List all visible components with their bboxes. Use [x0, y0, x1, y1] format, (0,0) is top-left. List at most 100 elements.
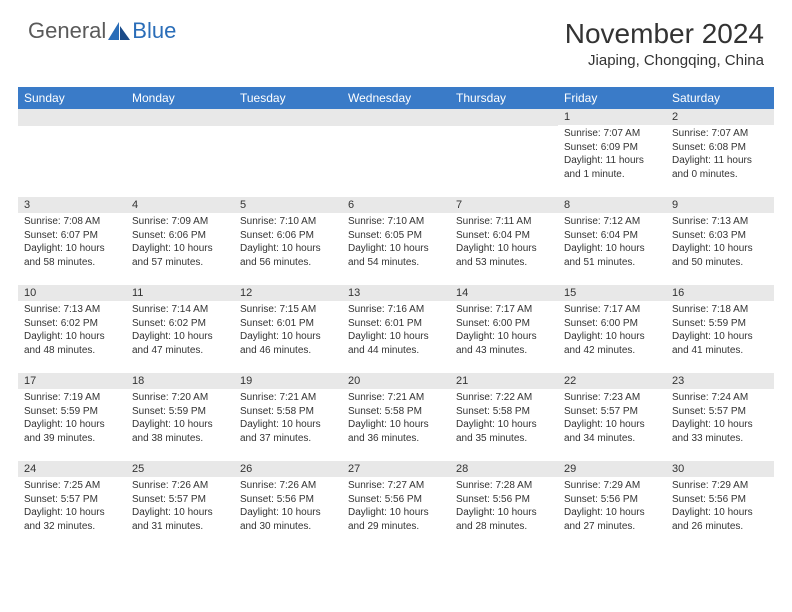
- day-info: Sunrise: 7:11 AMSunset: 6:04 PMDaylight:…: [450, 213, 558, 273]
- day-header-row: SundayMondayTuesdayWednesdayThursdayFrid…: [18, 87, 774, 109]
- day-info: Sunrise: 7:23 AMSunset: 5:57 PMDaylight:…: [558, 389, 666, 449]
- day-number: 30: [666, 461, 774, 477]
- daylight-text: Daylight: 10 hours and 38 minutes.: [132, 418, 228, 445]
- day-cell: [450, 109, 558, 197]
- empty-daynum: [126, 109, 234, 126]
- day-header: Friday: [558, 87, 666, 109]
- sunrise-text: Sunrise: 7:23 AM: [564, 391, 660, 405]
- sunset-text: Sunset: 6:05 PM: [348, 229, 444, 243]
- sunset-text: Sunset: 5:59 PM: [672, 317, 768, 331]
- page-header: General Blue November 2024 Jiaping, Chon…: [0, 0, 792, 73]
- sunset-text: Sunset: 6:03 PM: [672, 229, 768, 243]
- sunset-text: Sunset: 5:59 PM: [24, 405, 120, 419]
- sunset-text: Sunset: 5:57 PM: [672, 405, 768, 419]
- sunrise-text: Sunrise: 7:12 AM: [564, 215, 660, 229]
- sunset-text: Sunset: 5:58 PM: [348, 405, 444, 419]
- daylight-text: Daylight: 10 hours and 34 minutes.: [564, 418, 660, 445]
- day-cell: 4Sunrise: 7:09 AMSunset: 6:06 PMDaylight…: [126, 197, 234, 285]
- daylight-text: Daylight: 10 hours and 39 minutes.: [24, 418, 120, 445]
- daylight-text: Daylight: 10 hours and 35 minutes.: [456, 418, 552, 445]
- day-cell: 22Sunrise: 7:23 AMSunset: 5:57 PMDayligh…: [558, 373, 666, 461]
- daylight-text: Daylight: 10 hours and 53 minutes.: [456, 242, 552, 269]
- day-number: 25: [126, 461, 234, 477]
- month-title: November 2024: [565, 18, 764, 50]
- day-header: Saturday: [666, 87, 774, 109]
- sunrise-text: Sunrise: 7:16 AM: [348, 303, 444, 317]
- sunset-text: Sunset: 5:59 PM: [132, 405, 228, 419]
- daylight-text: Daylight: 10 hours and 54 minutes.: [348, 242, 444, 269]
- sunset-text: Sunset: 6:07 PM: [24, 229, 120, 243]
- sunset-text: Sunset: 5:58 PM: [456, 405, 552, 419]
- day-info: Sunrise: 7:26 AMSunset: 5:56 PMDaylight:…: [234, 477, 342, 537]
- daylight-text: Daylight: 10 hours and 46 minutes.: [240, 330, 336, 357]
- day-cell: 23Sunrise: 7:24 AMSunset: 5:57 PMDayligh…: [666, 373, 774, 461]
- daylight-text: Daylight: 10 hours and 44 minutes.: [348, 330, 444, 357]
- empty-daynum: [234, 109, 342, 126]
- day-cell: 15Sunrise: 7:17 AMSunset: 6:00 PMDayligh…: [558, 285, 666, 373]
- sunset-text: Sunset: 6:08 PM: [672, 141, 768, 155]
- week-row: 3Sunrise: 7:08 AMSunset: 6:07 PMDaylight…: [18, 197, 774, 285]
- sunset-text: Sunset: 6:00 PM: [456, 317, 552, 331]
- sunrise-text: Sunrise: 7:13 AM: [24, 303, 120, 317]
- day-number: 27: [342, 461, 450, 477]
- logo-sail-icon: [108, 22, 130, 40]
- sunrise-text: Sunrise: 7:10 AM: [240, 215, 336, 229]
- day-header: Monday: [126, 87, 234, 109]
- daylight-text: Daylight: 10 hours and 30 minutes.: [240, 506, 336, 533]
- sunrise-text: Sunrise: 7:27 AM: [348, 479, 444, 493]
- day-cell: 5Sunrise: 7:10 AMSunset: 6:06 PMDaylight…: [234, 197, 342, 285]
- day-info: Sunrise: 7:17 AMSunset: 6:00 PMDaylight:…: [558, 301, 666, 361]
- day-cell: 9Sunrise: 7:13 AMSunset: 6:03 PMDaylight…: [666, 197, 774, 285]
- day-info: Sunrise: 7:14 AMSunset: 6:02 PMDaylight:…: [126, 301, 234, 361]
- logo-text-general: General: [28, 18, 106, 44]
- day-info: Sunrise: 7:16 AMSunset: 6:01 PMDaylight:…: [342, 301, 450, 361]
- day-number: 5: [234, 197, 342, 213]
- day-number: 21: [450, 373, 558, 389]
- sunrise-text: Sunrise: 7:15 AM: [240, 303, 336, 317]
- sunrise-text: Sunrise: 7:21 AM: [348, 391, 444, 405]
- empty-daynum: [342, 109, 450, 126]
- day-info: Sunrise: 7:20 AMSunset: 5:59 PMDaylight:…: [126, 389, 234, 449]
- daylight-text: Daylight: 10 hours and 28 minutes.: [456, 506, 552, 533]
- sunrise-text: Sunrise: 7:20 AM: [132, 391, 228, 405]
- sunrise-text: Sunrise: 7:17 AM: [456, 303, 552, 317]
- day-number: 28: [450, 461, 558, 477]
- day-number: 17: [18, 373, 126, 389]
- day-info: Sunrise: 7:10 AMSunset: 6:06 PMDaylight:…: [234, 213, 342, 273]
- day-number: 9: [666, 197, 774, 213]
- day-number: 19: [234, 373, 342, 389]
- daylight-text: Daylight: 11 hours and 0 minutes.: [672, 154, 768, 181]
- day-info: Sunrise: 7:21 AMSunset: 5:58 PMDaylight:…: [234, 389, 342, 449]
- sunrise-text: Sunrise: 7:09 AM: [132, 215, 228, 229]
- sunrise-text: Sunrise: 7:07 AM: [672, 127, 768, 141]
- sunset-text: Sunset: 5:56 PM: [564, 493, 660, 507]
- sunrise-text: Sunrise: 7:17 AM: [564, 303, 660, 317]
- sunset-text: Sunset: 5:57 PM: [132, 493, 228, 507]
- day-cell: 16Sunrise: 7:18 AMSunset: 5:59 PMDayligh…: [666, 285, 774, 373]
- day-header: Wednesday: [342, 87, 450, 109]
- sunset-text: Sunset: 6:02 PM: [24, 317, 120, 331]
- day-info: Sunrise: 7:13 AMSunset: 6:02 PMDaylight:…: [18, 301, 126, 361]
- day-number: 16: [666, 285, 774, 301]
- day-number: 10: [18, 285, 126, 301]
- day-cell: 14Sunrise: 7:17 AMSunset: 6:00 PMDayligh…: [450, 285, 558, 373]
- sunrise-text: Sunrise: 7:19 AM: [24, 391, 120, 405]
- day-cell: 8Sunrise: 7:12 AMSunset: 6:04 PMDaylight…: [558, 197, 666, 285]
- day-number: 26: [234, 461, 342, 477]
- empty-daynum: [450, 109, 558, 126]
- title-block: November 2024 Jiaping, Chongqing, China: [565, 18, 764, 69]
- sunset-text: Sunset: 5:56 PM: [456, 493, 552, 507]
- sunrise-text: Sunrise: 7:26 AM: [240, 479, 336, 493]
- daylight-text: Daylight: 10 hours and 31 minutes.: [132, 506, 228, 533]
- day-cell: 28Sunrise: 7:28 AMSunset: 5:56 PMDayligh…: [450, 461, 558, 549]
- day-cell: [234, 109, 342, 197]
- day-number: 22: [558, 373, 666, 389]
- day-info: Sunrise: 7:24 AMSunset: 5:57 PMDaylight:…: [666, 389, 774, 449]
- week-row: 24Sunrise: 7:25 AMSunset: 5:57 PMDayligh…: [18, 461, 774, 549]
- day-cell: 17 Sunrise: 7:19 AMSunset: 5:59 PMDayligh…: [18, 373, 126, 461]
- day-number: 12: [234, 285, 342, 301]
- sunrise-text: Sunrise: 7:22 AM: [456, 391, 552, 405]
- daylight-text: Daylight: 10 hours and 57 minutes.: [132, 242, 228, 269]
- day-cell: 3Sunrise: 7:08 AMSunset: 6:07 PMDaylight…: [18, 197, 126, 285]
- day-cell: 29Sunrise: 7:29 AMSunset: 5:56 PMDayligh…: [558, 461, 666, 549]
